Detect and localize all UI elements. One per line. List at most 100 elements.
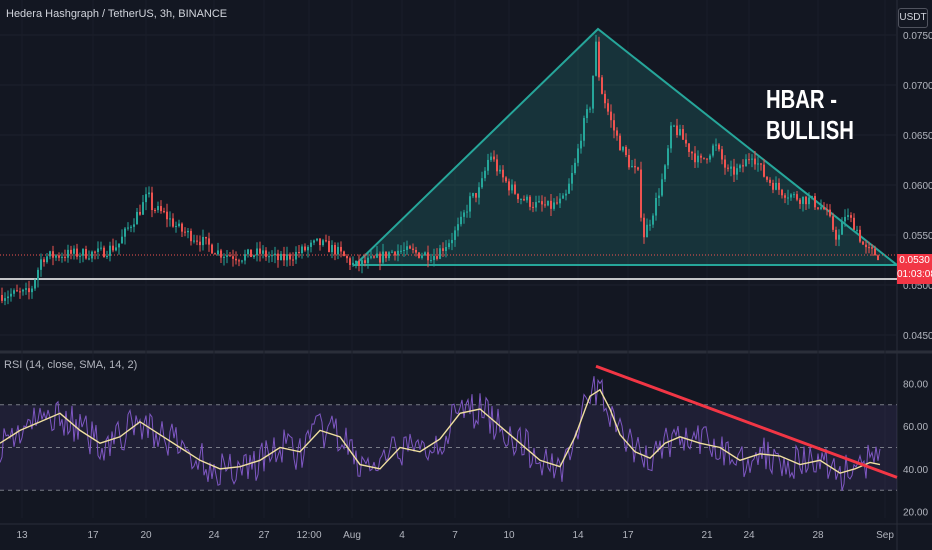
candle-body bbox=[193, 240, 195, 242]
candle-body bbox=[514, 184, 516, 194]
candle-body bbox=[475, 193, 477, 198]
candle-body bbox=[667, 148, 669, 166]
candle-body bbox=[505, 177, 507, 182]
candle-body bbox=[250, 249, 252, 258]
symbol-title[interactable]: Hedera Hashgraph / TetherUS, 3h, BINANCE bbox=[6, 8, 228, 20]
candle-body bbox=[148, 192, 150, 195]
candle-body bbox=[409, 246, 411, 249]
price-tick-label: 0.0750 bbox=[903, 31, 932, 42]
candle-body bbox=[838, 234, 840, 240]
candle-body bbox=[697, 155, 699, 163]
time-tick-label: 4 bbox=[399, 530, 405, 541]
candle-body bbox=[112, 245, 114, 251]
candle-body bbox=[280, 253, 282, 261]
candle-body bbox=[88, 258, 90, 260]
candle-body bbox=[607, 103, 609, 112]
candle-body bbox=[385, 251, 387, 259]
candle-body bbox=[826, 209, 828, 211]
price-tick-label: 0.0600 bbox=[903, 181, 932, 192]
candle-body bbox=[604, 93, 606, 104]
candle-body bbox=[724, 159, 726, 168]
candle-body bbox=[682, 129, 684, 140]
candle-body bbox=[445, 247, 447, 251]
candle-body bbox=[124, 228, 126, 237]
candle-body bbox=[820, 207, 822, 209]
candle-body bbox=[316, 238, 318, 241]
candle-body bbox=[457, 224, 459, 231]
countdown-label: 01:03:08 bbox=[897, 269, 932, 280]
candle-body bbox=[247, 249, 249, 255]
candle-body bbox=[508, 181, 510, 191]
candle-body bbox=[127, 227, 129, 229]
candle-body bbox=[382, 251, 384, 263]
candle-body bbox=[745, 159, 747, 167]
candle-body bbox=[70, 249, 72, 254]
candle-body bbox=[790, 194, 792, 198]
candle-body bbox=[301, 246, 303, 254]
candle-body bbox=[478, 187, 480, 198]
time-tick-label: 17 bbox=[622, 530, 634, 541]
candle-body bbox=[427, 252, 429, 261]
candle-body bbox=[22, 289, 24, 292]
candle-body bbox=[673, 125, 675, 127]
candle-body bbox=[796, 194, 798, 200]
candle-body bbox=[778, 182, 780, 190]
candle-body bbox=[715, 144, 717, 146]
candle-body bbox=[484, 170, 486, 179]
candle-body bbox=[73, 248, 75, 254]
time-tick-label: 27 bbox=[258, 530, 270, 541]
candle-body bbox=[358, 260, 360, 266]
time-tick-label: 14 bbox=[572, 530, 584, 541]
candle-body bbox=[757, 163, 759, 165]
candle-body bbox=[847, 215, 849, 217]
candle-body bbox=[700, 155, 702, 158]
candle-body bbox=[31, 288, 33, 293]
candle-body bbox=[598, 41, 600, 78]
candle-body bbox=[421, 255, 423, 258]
candle-body bbox=[412, 248, 414, 250]
candle-body bbox=[349, 258, 351, 265]
candle-body bbox=[307, 246, 309, 251]
candle-body bbox=[754, 158, 756, 165]
candle-body bbox=[436, 256, 438, 259]
candle-body bbox=[490, 156, 492, 160]
candle-body bbox=[310, 242, 312, 247]
candle-body bbox=[694, 153, 696, 163]
candle-body bbox=[223, 256, 225, 258]
candle-body bbox=[10, 293, 12, 297]
candle-body bbox=[709, 155, 711, 160]
candle-body bbox=[343, 251, 345, 257]
candle-body bbox=[367, 257, 369, 263]
candle-body bbox=[577, 148, 579, 163]
candle-body bbox=[52, 251, 54, 258]
candle-body bbox=[157, 206, 159, 211]
candle-body bbox=[298, 251, 300, 254]
candle-body bbox=[319, 238, 321, 246]
candle-body bbox=[355, 260, 357, 263]
candle-body bbox=[220, 250, 222, 258]
candle-body bbox=[868, 247, 870, 249]
currency-button[interactable]: USDT bbox=[898, 8, 928, 28]
candle-body bbox=[109, 245, 111, 256]
rsi-legend[interactable]: RSI (14, close, SMA, 14, 2) bbox=[4, 359, 138, 371]
candle-body bbox=[76, 248, 78, 257]
candle-body bbox=[841, 221, 843, 235]
candle-body bbox=[199, 241, 201, 246]
time-tick-label: 20 bbox=[140, 530, 152, 541]
candle-body bbox=[277, 253, 279, 261]
candle-body bbox=[685, 139, 687, 144]
candle-body bbox=[352, 262, 354, 265]
candle-body bbox=[238, 260, 240, 262]
candle-body bbox=[871, 247, 873, 249]
candle-body bbox=[85, 249, 87, 259]
candle-body bbox=[772, 182, 774, 190]
candle-body bbox=[253, 255, 255, 258]
candle-body bbox=[556, 202, 558, 204]
candle-body bbox=[634, 166, 636, 168]
candle-body bbox=[733, 166, 735, 175]
candle-body bbox=[388, 252, 390, 259]
candle-body bbox=[406, 246, 408, 250]
candle-body bbox=[370, 256, 372, 258]
price-tick-label: 0.0550 bbox=[903, 231, 932, 242]
